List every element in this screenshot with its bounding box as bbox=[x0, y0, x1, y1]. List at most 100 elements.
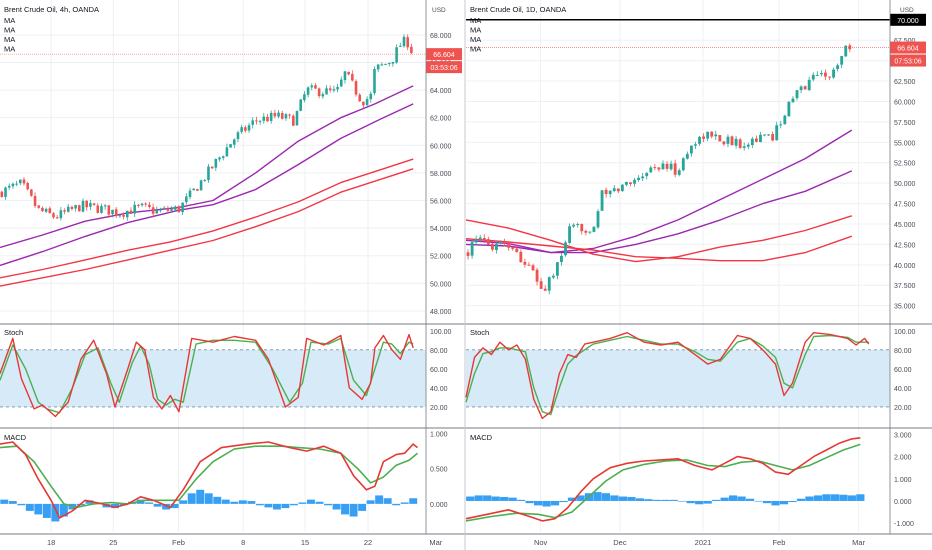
candle-body bbox=[240, 127, 243, 132]
candle-body bbox=[669, 163, 673, 170]
level-price-tag bbox=[890, 13, 926, 26]
candle-body bbox=[144, 203, 148, 205]
candle-body bbox=[48, 208, 52, 214]
chart-panel-left: 48.000 50.000 52.000 54.000 56.000 58.000 60.0… bbox=[0, 0, 468, 547]
candle-body bbox=[177, 206, 181, 213]
stoch-tick-label: 20.00 bbox=[894, 405, 912, 412]
macd-histogram-bar bbox=[822, 494, 831, 501]
candle-body bbox=[391, 61, 395, 64]
candle-body bbox=[466, 252, 470, 257]
candle-body bbox=[844, 45, 848, 57]
candle-body bbox=[387, 63, 391, 65]
candle-body bbox=[486, 239, 490, 245]
candle-body bbox=[122, 214, 125, 217]
candle-body bbox=[779, 124, 783, 126]
candle-body bbox=[181, 202, 184, 213]
macd-histogram-bar bbox=[281, 503, 290, 509]
candle-body bbox=[89, 203, 92, 207]
candle-body bbox=[7, 185, 11, 188]
candle-body bbox=[824, 72, 827, 77]
candle-body bbox=[66, 206, 70, 212]
ma-legend-label: MA bbox=[470, 16, 481, 25]
candle-body bbox=[539, 281, 543, 289]
moving-average-line-3 bbox=[465, 215, 853, 263]
candle-body bbox=[100, 206, 103, 213]
macd-histogram-bar bbox=[720, 497, 729, 501]
candle-body bbox=[738, 139, 742, 148]
candle-body bbox=[328, 88, 332, 91]
candle-body bbox=[596, 211, 600, 228]
price-tick-label: 60.000 bbox=[430, 143, 452, 150]
candle-body bbox=[203, 179, 207, 181]
candle-body bbox=[661, 163, 665, 170]
ma-legend-label: MA bbox=[470, 45, 481, 54]
macd-histogram-bar bbox=[170, 503, 179, 509]
price-tick-label: 48.000 bbox=[430, 309, 452, 316]
candle-body bbox=[22, 179, 26, 184]
candle-body bbox=[236, 132, 240, 140]
macd-pane-left: 0.000 0.500 1.000 MACD bbox=[0, 432, 448, 522]
candle-body bbox=[815, 74, 819, 76]
macd-line bbox=[0, 441, 419, 519]
candle-body bbox=[15, 183, 18, 185]
macd-histogram-bar bbox=[567, 497, 577, 501]
candle-body bbox=[185, 196, 188, 203]
macd-histogram-bar bbox=[550, 500, 560, 506]
candle-body bbox=[351, 73, 354, 81]
candle-body bbox=[133, 204, 136, 214]
candle-body bbox=[247, 125, 251, 131]
macd-histogram-bar bbox=[255, 503, 264, 506]
candle-body bbox=[803, 86, 807, 90]
moving-average-line-4 bbox=[465, 235, 853, 262]
ma-legend-label: MA bbox=[470, 35, 481, 44]
stoch-k-line bbox=[0, 333, 414, 418]
macd-histogram-bar bbox=[618, 496, 627, 501]
candle-body bbox=[410, 46, 413, 53]
price-tick-label: 60.000 bbox=[894, 99, 916, 106]
candle-body bbox=[600, 190, 604, 211]
macd-histogram-bar bbox=[830, 494, 839, 501]
time-tick-label: Feb bbox=[172, 538, 185, 547]
price-tick-label: 52.500 bbox=[894, 161, 916, 168]
candle-body bbox=[637, 177, 641, 181]
candle-body bbox=[151, 207, 155, 214]
stoch-d-line bbox=[0, 337, 414, 414]
candle-body bbox=[523, 261, 527, 265]
candle-body bbox=[503, 242, 507, 244]
candle-body bbox=[52, 213, 55, 218]
candle-body bbox=[196, 189, 199, 191]
candle-body bbox=[314, 85, 317, 89]
candle-body bbox=[255, 120, 258, 122]
stoch-tick-label: 40.00 bbox=[894, 386, 912, 393]
candle-body bbox=[332, 89, 336, 91]
macd-histogram-bar bbox=[221, 499, 230, 504]
candle-body bbox=[495, 243, 498, 251]
axis-gutter bbox=[426, 0, 466, 550]
candle-body bbox=[531, 265, 535, 271]
candle-body bbox=[746, 144, 750, 147]
ma-legend-label: MA bbox=[470, 26, 481, 35]
stoch-tick-label: 80.00 bbox=[894, 348, 912, 355]
chart-title: Brent Crude Oil, 1D, OANDA bbox=[470, 5, 566, 14]
macd-histogram-bar bbox=[839, 494, 848, 501]
candle-body bbox=[807, 79, 811, 91]
candle-body bbox=[251, 120, 255, 125]
macd-histogram-bar bbox=[153, 503, 162, 507]
price-tick-label: 56.000 bbox=[430, 199, 452, 206]
candle-body bbox=[221, 156, 225, 158]
candle-body bbox=[303, 94, 306, 101]
candle-body bbox=[347, 71, 350, 75]
candle-body bbox=[499, 242, 502, 244]
macd-histogram-bar bbox=[695, 500, 704, 505]
macd-histogram-bar bbox=[204, 493, 213, 504]
candle-body bbox=[103, 205, 107, 207]
macd-histogram-bar bbox=[25, 503, 34, 511]
candle-body bbox=[515, 248, 519, 252]
candle-body bbox=[244, 127, 247, 131]
candle-body bbox=[280, 113, 284, 119]
macd-histogram-bar bbox=[8, 501, 17, 504]
ma-legend-label: MA bbox=[4, 35, 15, 44]
price-tick-label: 37.500 bbox=[894, 283, 916, 290]
macd-tick-label: 0.000 bbox=[894, 499, 912, 506]
macd-histogram-bar bbox=[712, 499, 721, 501]
